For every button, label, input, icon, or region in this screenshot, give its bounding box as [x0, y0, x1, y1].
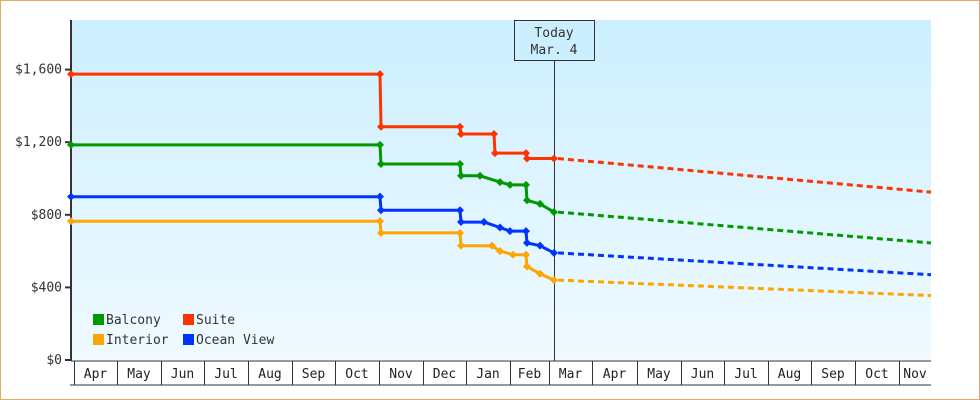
month-label: Jun	[691, 367, 714, 382]
legend-swatch	[93, 314, 104, 325]
y-tick-label: $800	[31, 208, 62, 223]
series-interior	[67, 217, 932, 298]
plot-area	[71, 20, 931, 360]
series-balcony	[67, 140, 932, 245]
x-axis: Apr May Jun Jul Aug Sep Oct Nov Dec Jan Feb Mar Apr M…	[70, 360, 931, 386]
month-label: May	[127, 367, 151, 382]
legend-item-suite: Suite	[183, 313, 235, 328]
month-label: Apr	[84, 367, 108, 382]
legend-label: Interior	[106, 333, 169, 348]
legend-swatch	[183, 334, 194, 345]
month-label: Sep	[302, 367, 326, 382]
month-label: May	[647, 367, 671, 382]
legend-item-balcony: Balcony	[93, 313, 161, 328]
month-label: Dec	[433, 367, 456, 382]
month-label: Aug	[778, 367, 801, 382]
month-label: Oct	[865, 367, 888, 382]
y-axis: $0 $400 $800 $1,200 $1,600	[15, 20, 72, 368]
today-date: Mar. 4	[531, 43, 578, 58]
month-label: Mar	[559, 367, 583, 382]
legend-label: Balcony	[106, 313, 161, 328]
month-label: Nov	[903, 367, 927, 382]
month-label: Aug	[258, 367, 281, 382]
month-label: Apr	[603, 367, 627, 382]
month-label: Feb	[518, 367, 542, 382]
today-marker: Today Mar. 4	[514, 20, 595, 361]
series-lines	[67, 70, 932, 298]
legend: Balcony Suite Interior Ocean View	[93, 313, 274, 348]
legend-swatch	[183, 314, 194, 325]
month-label: Jan	[476, 367, 499, 382]
today-box	[514, 20, 595, 61]
month-label: Jun	[171, 367, 194, 382]
legend-swatch	[93, 334, 104, 345]
month-label: Sep	[821, 367, 845, 382]
month-label: Jul	[734, 367, 757, 382]
y-tick-label: $0	[46, 353, 62, 368]
y-tick-label: $1,600	[15, 63, 62, 78]
series-ocean-view	[67, 192, 932, 277]
legend-label: Ocean View	[196, 333, 274, 348]
legend-item-interior: Interior	[93, 333, 169, 348]
today-label: Today	[534, 26, 573, 41]
legend-label: Suite	[196, 313, 235, 328]
y-tick-label: $400	[31, 280, 62, 295]
series-suite	[67, 70, 932, 194]
month-label: Jul	[214, 367, 237, 382]
month-label: Oct	[345, 367, 368, 382]
month-label: Nov	[389, 367, 413, 382]
legend-item-ocean-view: Ocean View	[183, 333, 274, 348]
y-tick-label: $1,200	[15, 135, 62, 150]
